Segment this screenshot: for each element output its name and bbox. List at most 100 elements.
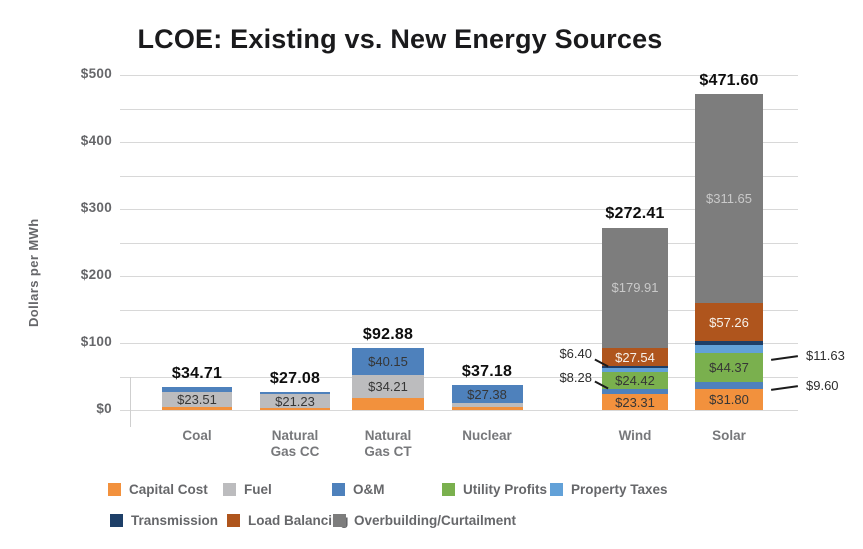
segment-transmission xyxy=(602,366,668,369)
segment-o-m xyxy=(602,388,668,395)
load-balancing-swatch-icon xyxy=(227,514,240,527)
fuel-swatch-icon xyxy=(223,483,236,496)
segment-o-m xyxy=(695,382,763,389)
segment-value-label: $23.31 xyxy=(615,394,655,410)
bar-nuclear: $27.38 xyxy=(451,385,523,410)
segment-value-label: $23.51 xyxy=(177,391,217,407)
chart-title: LCOE: Existing vs. New Energy Sources xyxy=(137,24,663,54)
axis-tick xyxy=(130,376,131,427)
y-tick-label: $200 xyxy=(80,267,112,282)
segment-load-balancing: $57.26 xyxy=(695,302,763,342)
segment-fuel xyxy=(451,403,523,407)
legend-label: Fuel xyxy=(244,482,272,497)
legend-item-capital-cost: Capital Cost xyxy=(108,482,208,497)
legend-label: Capital Cost xyxy=(129,482,208,497)
legend-label: Property Taxes xyxy=(571,482,668,497)
gridline xyxy=(120,209,798,210)
legend-label: Load Balancing xyxy=(248,513,349,528)
callout-leader-line xyxy=(770,355,799,361)
y-tick-label: $100 xyxy=(80,334,112,349)
bar-total-label: $34.71 xyxy=(171,364,223,382)
segment-value-label: $27.54 xyxy=(615,349,655,365)
segment-o-m xyxy=(260,391,330,395)
gridline xyxy=(120,75,798,76)
segment-capital-cost: $23.31 xyxy=(602,394,668,410)
x-axis-label-natural-gas-cc: Natural Gas CC xyxy=(270,428,320,459)
gridline xyxy=(120,343,798,344)
gridline xyxy=(120,108,798,110)
legend-label: Utility Profits xyxy=(463,482,548,497)
segment-value-label: $311.65 xyxy=(705,190,753,206)
utility-profits-swatch-icon xyxy=(442,483,455,496)
transmission-swatch-icon xyxy=(110,514,123,527)
bar-coal: $23.51 xyxy=(162,386,232,410)
segment-overbuilding-curtailment: $179.91 xyxy=(602,227,668,349)
bar-natural-gas-ct: $34.21 $40.15 xyxy=(352,347,424,410)
legend-item-overbuilding-curtailment: Overbuilding/Curtailment xyxy=(333,513,516,528)
gridline xyxy=(120,276,798,277)
y-tick-label: $500 xyxy=(80,66,112,81)
callout-label-wind-o-m: $8.28 xyxy=(559,370,592,385)
bar-total-label: $92.88 xyxy=(362,325,414,343)
segment-overbuilding-curtailment: $311.65 xyxy=(695,94,763,303)
bar-total-label: $272.41 xyxy=(605,205,665,223)
segment-value-label: $44.37 xyxy=(709,359,749,375)
x-axis-label-nuclear: Nuclear xyxy=(462,428,512,443)
legend-item-property-taxes: Property Taxes xyxy=(550,482,668,497)
segment-value-label: $40.15 xyxy=(368,353,408,369)
capital-cost-swatch-icon xyxy=(108,483,121,496)
legend-label: Overbuilding/Curtailment xyxy=(354,513,517,528)
bar-total-label: $471.60 xyxy=(699,72,759,90)
gridline xyxy=(120,242,798,244)
y-tick-label: $400 xyxy=(80,133,112,148)
segment-transmission xyxy=(695,341,763,345)
legend-item-transmission: Transmission xyxy=(110,513,218,528)
segment-value-label: $34.21 xyxy=(368,378,408,394)
segment-property-taxes xyxy=(695,344,763,353)
bar-wind: $23.31 $24.42 $27.54 $179.91 xyxy=(602,227,668,410)
legend-label: O&M xyxy=(353,482,385,497)
segment-utility-profits: $44.37 xyxy=(695,352,763,383)
segment-value-label: $179.91 xyxy=(611,280,659,296)
bar-total-label: $27.08 xyxy=(269,369,321,387)
o-m-swatch-icon xyxy=(332,483,345,496)
gridline xyxy=(120,175,798,177)
overbuilding-curtailment-swatch-icon xyxy=(333,514,346,527)
segment-capital-cost xyxy=(352,397,424,410)
legend-item-o-m: O&M xyxy=(332,482,385,497)
y-tick-label: $0 xyxy=(96,401,112,416)
segment-o-m xyxy=(162,386,232,392)
y-tick-label: $300 xyxy=(80,200,112,215)
segment-fuel: $23.51 xyxy=(162,391,232,408)
legend-item-utility-profits: Utility Profits xyxy=(442,482,547,497)
callout-leader-line xyxy=(770,385,799,391)
legend-item-fuel: Fuel xyxy=(223,482,272,497)
segment-fuel: $21.23 xyxy=(260,393,330,409)
property-taxes-swatch-icon xyxy=(550,483,563,496)
bar-total-label: $37.18 xyxy=(461,363,513,381)
segment-value-label: $27.38 xyxy=(467,386,507,402)
gridline xyxy=(120,376,798,378)
segment-capital-cost: $31.80 xyxy=(695,388,763,410)
x-axis-label-coal: Coal xyxy=(182,428,212,443)
segment-value-label: $21.23 xyxy=(275,393,315,409)
segment-value-label: $24.42 xyxy=(615,373,655,389)
segment-capital-cost xyxy=(162,407,232,410)
legend-item-load-balancing: Load Balancing xyxy=(227,513,349,528)
x-axis-label-wind: Wind xyxy=(618,428,652,443)
legend-label: Transmission xyxy=(131,513,219,528)
bar-solar: $31.80 $44.37 $57.26 $311.65 xyxy=(695,94,763,410)
gridline xyxy=(120,309,798,311)
segment-o-m: $40.15 xyxy=(352,347,424,375)
gridline xyxy=(120,410,798,411)
callout-label-wind-property-taxes: $6.40 xyxy=(559,346,592,361)
callout-label-solar-o-m: $9.60 xyxy=(806,378,839,393)
callout-label-solar-property-taxes: $11.63 xyxy=(806,348,845,363)
segment-value-label: $31.80 xyxy=(709,391,749,407)
x-axis-label-solar: Solar xyxy=(712,428,746,443)
segment-utility-profits: $24.42 xyxy=(602,372,668,389)
segment-fuel: $34.21 xyxy=(352,374,424,398)
segment-load-balancing: $27.54 xyxy=(602,348,668,367)
segment-capital-cost xyxy=(451,406,523,410)
